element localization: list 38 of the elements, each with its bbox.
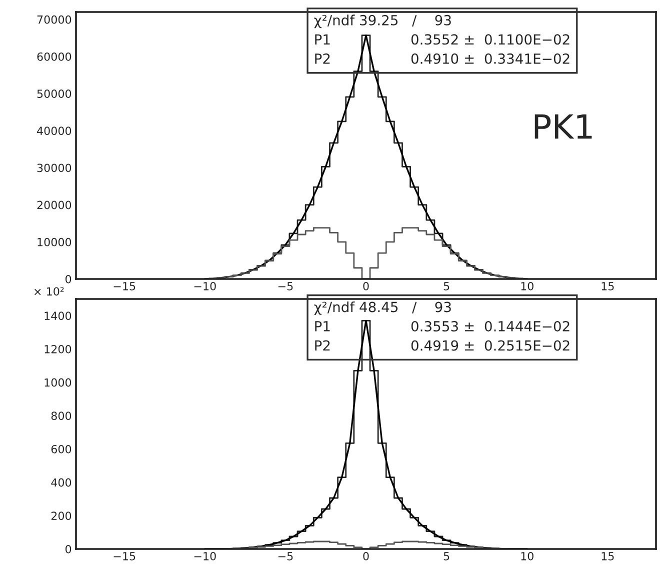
- x-tick-label: 10: [521, 552, 534, 560]
- x-tick-label: 15: [602, 552, 614, 560]
- y-tick-label: 40000: [37, 126, 72, 136]
- x-tick-label: 0: [363, 282, 369, 290]
- x-tick-label: −10: [194, 282, 216, 290]
- x-tick-label: 10: [521, 282, 534, 290]
- x-tick-label: −5: [278, 282, 293, 290]
- y-tick-label: 0: [65, 544, 72, 554]
- y-tick-label: 1000: [44, 378, 72, 387]
- y-tick-label: 20000: [37, 200, 72, 210]
- y-tick-label: 800: [51, 412, 72, 420]
- annotation: PK1: [534, 114, 592, 139]
- annotation: P1 0.3553 ± 0.1444E−02: [315, 321, 570, 332]
- y-tick-label: 50000: [37, 90, 72, 98]
- y-axis-title: × 10²: [34, 287, 64, 296]
- y-tick-label: 1400: [44, 312, 72, 320]
- annotation: χ²/ndf 48.45 / 93: [314, 302, 451, 315]
- y-tick-label: 60000: [37, 52, 72, 61]
- x-tick-label: −15: [114, 552, 136, 560]
- x-tick-label: −5: [278, 552, 293, 560]
- x-tick-label: 5: [444, 552, 450, 560]
- y-tick-label: 70000: [37, 15, 72, 24]
- y-tick-label: 30000: [37, 164, 72, 172]
- annotation: P2 0.4910 ± 0.3341E−02: [315, 53, 570, 64]
- annotation: P2 0.4919 ± 0.2515E−02: [315, 340, 570, 351]
- x-tick-label: −15: [114, 282, 136, 290]
- y-tick-label: 600: [51, 444, 72, 454]
- y-tick-label: 200: [51, 512, 72, 520]
- y-tick-label: 400: [51, 478, 72, 487]
- annotation: χ²/ndf 39.25 / 93: [314, 14, 451, 28]
- y-tick-label: 0: [65, 274, 72, 284]
- y-tick-label: 1200: [44, 344, 72, 354]
- x-tick-label: −10: [194, 552, 216, 560]
- x-tick-label: 0: [363, 552, 369, 560]
- y-tick-label: 10000: [38, 238, 72, 246]
- x-tick-label: 5: [444, 282, 450, 290]
- annotation: P1 0.3552 ± 0.1100E−02: [315, 34, 570, 45]
- x-tick-label: 15: [602, 282, 614, 290]
